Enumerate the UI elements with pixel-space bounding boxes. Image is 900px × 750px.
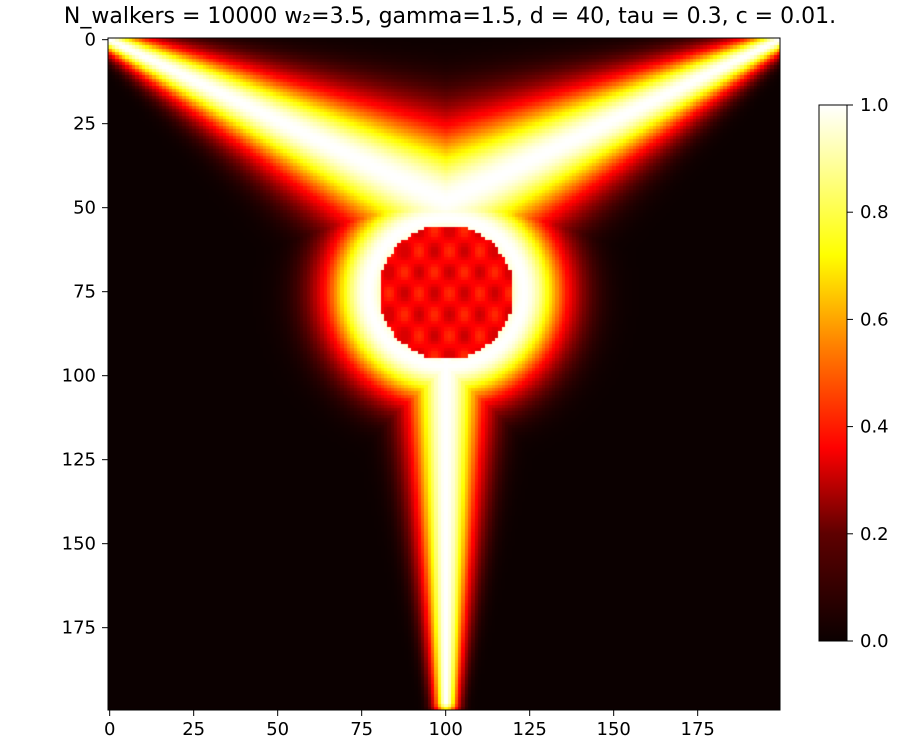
colorbar-axis: 0.0 0.2 0.4 0.6 0.8 1.0 xyxy=(847,95,889,652)
x-tick-label: 50 xyxy=(266,719,289,740)
colorbar-frame xyxy=(818,104,848,642)
y-tick-label: 50 xyxy=(73,198,96,219)
y-tick-label: 175 xyxy=(62,618,96,639)
colorbar-tick-label: 0.8 xyxy=(860,202,889,223)
colorbar-tick-label: 1.0 xyxy=(860,95,889,116)
chart-title: N_walkers = 10000 w₂=3.5, gamma=1.5, d =… xyxy=(63,4,837,29)
x-tick-label: 25 xyxy=(182,719,205,740)
y-tick-label: 100 xyxy=(62,366,96,387)
colorbar-tick-label: 0.2 xyxy=(860,524,889,545)
x-axis: 0 25 50 75 100 125 150 175 xyxy=(104,710,715,740)
x-tick-label: 75 xyxy=(350,719,373,740)
y-tick-label: 75 xyxy=(73,282,96,303)
x-tick-label: 0 xyxy=(104,719,115,740)
colorbar xyxy=(819,105,847,641)
x-tick-label: 175 xyxy=(681,719,715,740)
colorbar-tick-label: 0.6 xyxy=(860,309,889,330)
y-tick-label: 125 xyxy=(62,450,96,471)
y-tick-label: 0 xyxy=(85,30,96,51)
plot-frame xyxy=(107,37,781,711)
colorbar-tick-label: 0.0 xyxy=(860,631,889,652)
y-tick-label: 25 xyxy=(73,114,96,135)
y-tick-label: 150 xyxy=(62,534,96,555)
x-tick-label: 125 xyxy=(513,719,547,740)
x-tick-label: 100 xyxy=(429,719,463,740)
y-axis: 0 25 50 75 100 125 150 175 xyxy=(62,30,108,639)
x-tick-label: 150 xyxy=(597,719,631,740)
heatmap-area xyxy=(108,38,780,710)
colorbar-tick-label: 0.4 xyxy=(860,417,889,438)
